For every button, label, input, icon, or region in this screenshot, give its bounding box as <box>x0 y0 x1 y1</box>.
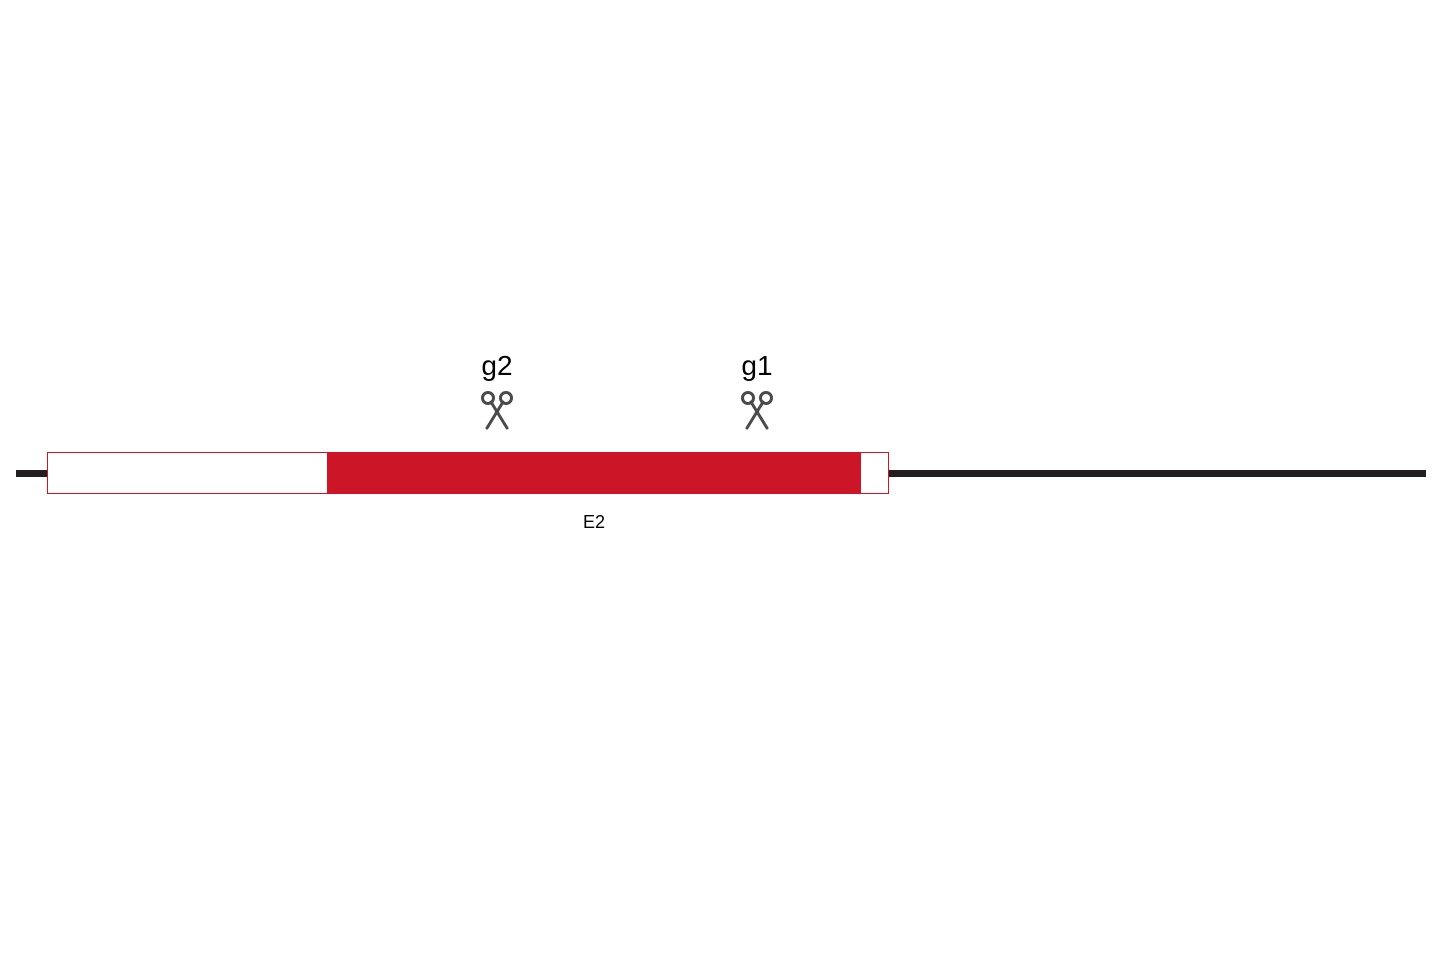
gene-diagram: E2 g2 g1 <box>0 0 1440 960</box>
exon-box-fill <box>327 452 861 494</box>
genome-line-right <box>889 470 1426 477</box>
genome-line-left <box>16 470 47 477</box>
exon-label: E2 <box>583 512 605 533</box>
scissors-icon <box>737 390 777 430</box>
scissors-icon <box>477 390 517 430</box>
guide-label-g2: g2 <box>481 350 512 382</box>
guide-label-g1: g1 <box>741 350 772 382</box>
